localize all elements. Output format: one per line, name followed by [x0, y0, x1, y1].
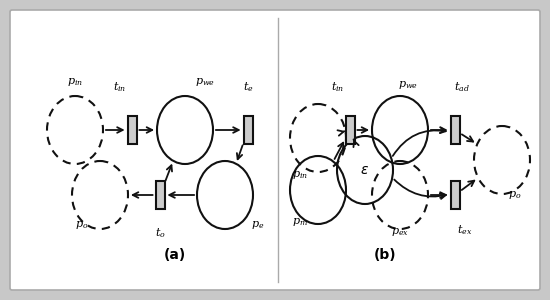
Text: $t_{in}$: $t_{in}$: [331, 80, 345, 94]
Text: $t_o$: $t_o$: [155, 226, 166, 240]
Text: $\varepsilon$: $\varepsilon$: [360, 163, 370, 177]
Text: $p_m$: $p_m$: [292, 216, 308, 228]
Text: $t_{in}$: $t_{in}$: [113, 80, 127, 94]
Bar: [156, 181, 164, 209]
Text: $t_{ex}$: $t_{ex}$: [458, 223, 472, 237]
Text: $p_{we}$: $p_{we}$: [195, 76, 215, 88]
Bar: [345, 116, 355, 144]
Text: $t_{ad}$: $t_{ad}$: [454, 80, 470, 94]
Text: (b): (b): [373, 248, 397, 262]
Text: $p_{ex}$: $p_{ex}$: [391, 226, 409, 238]
Text: $p_o$: $p_o$: [75, 219, 89, 231]
Bar: [244, 116, 252, 144]
Text: $p_{we}$: $p_{we}$: [398, 79, 418, 91]
Text: $p_{in}$: $p_{in}$: [67, 76, 83, 88]
FancyBboxPatch shape: [10, 10, 540, 290]
Text: $p_{in}$: $p_{in}$: [292, 169, 308, 181]
Bar: [450, 116, 459, 144]
Text: $t_e$: $t_e$: [243, 80, 254, 94]
Text: $p_e$: $p_e$: [251, 219, 265, 231]
Bar: [128, 116, 136, 144]
Text: (a): (a): [164, 248, 186, 262]
Text: $p_o$: $p_o$: [508, 189, 522, 201]
Bar: [450, 181, 459, 209]
